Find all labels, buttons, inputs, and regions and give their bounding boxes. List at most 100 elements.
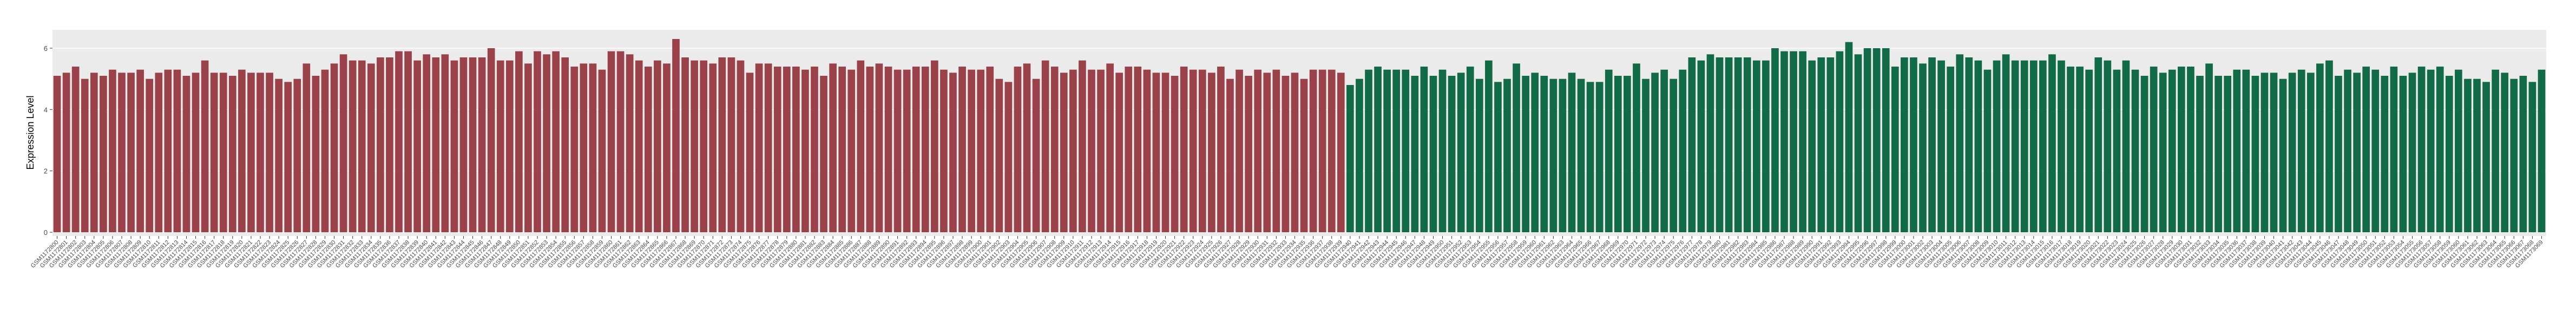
bar	[2538, 69, 2546, 232]
bar	[1226, 78, 1234, 232]
bar	[2260, 73, 2269, 233]
bar	[921, 67, 929, 232]
y-tick-label: 2	[44, 167, 48, 175]
bar	[275, 78, 282, 232]
bar	[727, 57, 735, 232]
bar	[1494, 82, 1502, 233]
bar	[2242, 69, 2250, 232]
bar	[1079, 60, 1086, 233]
bar	[2251, 76, 2259, 232]
bar	[90, 73, 98, 233]
bar	[404, 51, 412, 233]
bar	[284, 82, 292, 233]
bar	[62, 73, 70, 233]
bar	[1513, 63, 1520, 232]
bar	[1891, 67, 1899, 232]
bar	[1041, 60, 1049, 233]
bar	[1374, 67, 1382, 232]
bar	[866, 67, 874, 232]
bar	[1263, 73, 1271, 233]
bar	[1448, 76, 1456, 232]
bar	[386, 57, 393, 232]
bar	[1910, 57, 1917, 232]
bar	[423, 54, 431, 232]
bar	[718, 57, 726, 232]
bar	[2427, 69, 2435, 232]
bar	[2140, 76, 2148, 232]
bar	[2445, 76, 2453, 232]
bar	[164, 69, 172, 232]
bar	[755, 63, 763, 232]
bar	[1633, 63, 1640, 232]
bar	[875, 63, 883, 232]
bar	[1522, 76, 1529, 232]
bar	[949, 73, 957, 233]
bar	[2122, 60, 2130, 233]
bar	[1420, 67, 1428, 232]
bar	[293, 78, 301, 232]
bar	[552, 51, 560, 233]
y-axis-label: Expression Level	[25, 95, 36, 169]
bar	[1004, 82, 1013, 233]
bar	[1956, 54, 1964, 232]
bar	[2362, 67, 2370, 232]
bar	[2020, 60, 2028, 233]
bar	[2011, 60, 2019, 233]
bar	[1752, 60, 1760, 233]
bar	[607, 51, 615, 233]
bar	[1743, 57, 1751, 232]
bar	[155, 73, 163, 233]
bar	[2492, 69, 2499, 232]
bar	[635, 60, 643, 233]
bar	[773, 67, 781, 232]
bar	[1457, 73, 1465, 233]
bar	[1651, 73, 1659, 233]
bar	[654, 60, 661, 233]
bar	[118, 73, 126, 233]
bar	[2353, 73, 2361, 233]
bar	[1328, 69, 1336, 232]
bar	[1300, 78, 1308, 232]
bar	[968, 69, 975, 232]
bar	[210, 73, 218, 233]
bar	[829, 63, 837, 232]
bar	[2104, 60, 2112, 233]
bar	[1836, 51, 1844, 233]
bar	[1180, 67, 1188, 232]
bar	[1947, 67, 1955, 232]
bar	[1503, 78, 1511, 232]
bar	[1236, 69, 1243, 232]
bar	[2436, 67, 2444, 232]
bar	[1725, 57, 1733, 232]
bar	[700, 60, 708, 233]
bar	[1392, 69, 1401, 232]
bar	[2067, 67, 2074, 232]
bar	[1559, 78, 1567, 232]
bar	[2113, 69, 2121, 232]
bar	[1014, 67, 1022, 232]
bar	[1882, 48, 1890, 232]
bar	[1023, 63, 1031, 232]
bar	[2482, 82, 2490, 233]
bar	[349, 60, 357, 233]
bar	[2279, 78, 2287, 232]
bar	[524, 63, 532, 232]
bar	[2196, 76, 2204, 232]
bar	[2058, 60, 2065, 233]
bar	[182, 76, 190, 232]
bar	[192, 73, 200, 233]
bar	[2335, 76, 2342, 232]
bar	[1586, 82, 1594, 233]
bar	[219, 73, 227, 233]
bar	[432, 57, 440, 232]
bar	[1679, 69, 1687, 232]
bar	[2381, 76, 2389, 232]
bar	[377, 57, 384, 232]
bar	[228, 76, 236, 232]
bar	[561, 57, 569, 232]
bar	[238, 69, 246, 232]
bar	[136, 69, 144, 232]
bar	[515, 51, 523, 233]
bar	[1485, 60, 1493, 233]
